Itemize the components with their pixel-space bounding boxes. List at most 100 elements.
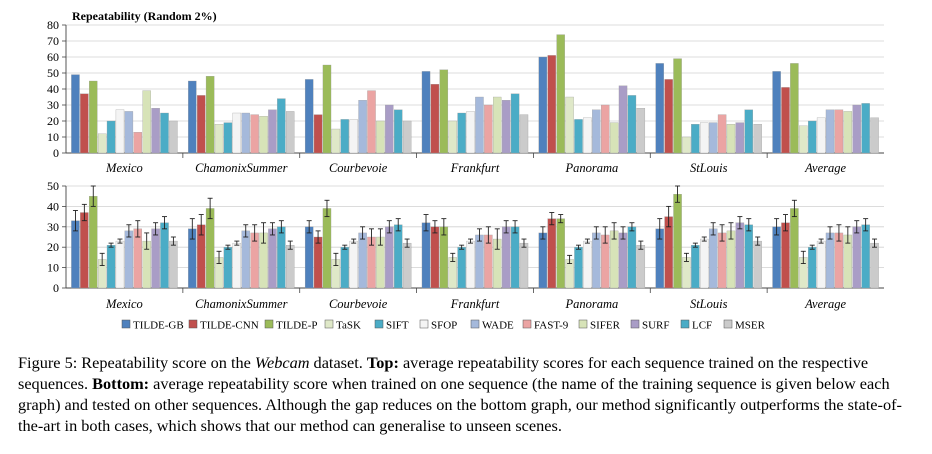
top-bar-sfop-panorama xyxy=(583,117,592,154)
bottom-category-label-courbevoie: Courbevoie xyxy=(329,297,388,311)
bottom-y-tick-label: 0 xyxy=(53,281,59,295)
legend-label-sifer: SIFER xyxy=(590,320,621,332)
top-bar-task-average xyxy=(799,125,808,154)
legend-swatch-lcf xyxy=(680,319,690,329)
top-bar-tilde-p-average xyxy=(790,63,799,154)
legend-swatch-sifer xyxy=(578,319,588,329)
top-bar-tilde-p-stlouis xyxy=(673,58,682,154)
bottom-bar-wade-mexico xyxy=(124,230,134,289)
legend-label-fast-9: FAST-9 xyxy=(534,320,569,332)
bottom-bar-task-frankfurt xyxy=(448,257,457,289)
top-category-label-average: Average xyxy=(804,161,846,175)
top-bar-mser-courbevoie xyxy=(402,120,412,154)
top-bar-fast-9-panorama xyxy=(601,104,610,154)
top-bar-lcf-mexico xyxy=(160,112,169,154)
top-y-tick-label: 10 xyxy=(47,130,59,144)
top-bar-fast-9-stlouis xyxy=(717,114,727,154)
top-bar-mser-stlouis xyxy=(753,124,762,154)
top-bar-task-panorama xyxy=(565,96,574,154)
caption-after-dataset: dataset. xyxy=(309,353,367,372)
legend-swatch-tilde-cnn xyxy=(188,319,198,329)
bottom-bar-surf-average xyxy=(852,226,861,289)
caption-bottom-label: Bottom: xyxy=(92,374,150,393)
top-bar-surf-chamonixsummer xyxy=(268,109,277,154)
bottom-bar-sift-mexico xyxy=(106,245,116,289)
bottom-bar-tilde-cnn-mexico xyxy=(80,212,89,289)
top-bar-tilde-p-mexico xyxy=(89,80,98,154)
bottom-bar-lcf-panorama xyxy=(627,226,637,289)
bottom-bar-mser-chamonixsummer xyxy=(286,245,295,289)
top-bar-sift-stlouis xyxy=(691,124,700,154)
bottom-bar-task-stlouis xyxy=(682,257,691,289)
top-bar-tilde-cnn-panorama xyxy=(547,55,556,154)
top-bar-sift-frankfurt xyxy=(457,112,466,154)
top-bar-lcf-frankfurt xyxy=(510,93,520,154)
top-bar-sifer-mexico xyxy=(142,90,151,154)
bottom-bar-wade-courbevoie xyxy=(358,232,367,289)
top-bar-sift-average xyxy=(808,120,817,154)
bottom-category-label-mexico: Mexico xyxy=(105,297,143,311)
top-bar-sifer-panorama xyxy=(609,122,619,154)
bottom-bar-tilde-p-courbevoie xyxy=(322,208,332,289)
legend-label-tilde-cnn: TILDE-CNN xyxy=(200,320,259,332)
bottom-bar-surf-stlouis xyxy=(735,222,745,289)
top-bar-lcf-average xyxy=(861,103,870,154)
top-category-label-chamonixsummer: ChamonixSummer xyxy=(195,161,287,175)
legend-swatch-mser xyxy=(723,319,733,329)
bottom-category-label-panorama: Panorama xyxy=(564,297,618,311)
bottom-y-tick-label: 10 xyxy=(47,261,59,275)
top-bar-fast-9-courbevoie xyxy=(367,90,376,154)
bottom-bar-tilde-cnn-panorama xyxy=(547,218,556,289)
bottom-bar-sift-chamonixsummer xyxy=(223,247,233,289)
legend-label-lcf: LCF xyxy=(692,320,712,332)
bottom-bar-mser-courbevoie xyxy=(402,242,412,289)
top-bar-task-courbevoie xyxy=(331,128,341,154)
top-bar-surf-courbevoie xyxy=(385,104,394,154)
top-bar-lcf-chamonixsummer xyxy=(277,98,286,154)
top-bar-tilde-gb-panorama xyxy=(538,56,548,154)
bottom-bar-surf-chamonixsummer xyxy=(268,228,277,289)
top-bar-sifer-chamonixsummer xyxy=(259,116,268,154)
top-bar-tilde-gb-chamonixsummer xyxy=(188,80,197,154)
legend-label-tilde-p: TILDE-P xyxy=(276,320,318,332)
bottom-y-tick-label: 50 xyxy=(47,179,59,193)
bottom-bar-mser-panorama xyxy=(636,245,646,289)
top-bar-tilde-cnn-frankfurt xyxy=(430,84,440,154)
top-bar-sift-chamonixsummer xyxy=(223,122,233,154)
top-category-label-stlouis: StLouis xyxy=(690,161,728,175)
top-bar-tilde-p-frankfurt xyxy=(439,69,449,154)
bottom-y-tick-label: 20 xyxy=(47,240,59,254)
bottom-bar-tilde-gb-courbevoie xyxy=(304,226,314,289)
bottom-bar-tilde-gb-panorama xyxy=(538,232,548,289)
top-bar-tilde-gb-mexico xyxy=(71,74,80,154)
top-bar-sift-mexico xyxy=(106,120,116,154)
top-bar-fast-9-frankfurt xyxy=(484,104,493,154)
bottom-bar-tilde-cnn-courbevoie xyxy=(313,236,323,289)
top-bar-tilde-gb-average xyxy=(772,71,781,154)
bottom-bar-tilde-p-frankfurt xyxy=(439,226,449,289)
caption-top-label: Top: xyxy=(366,353,399,372)
top-bar-sfop-frankfurt xyxy=(466,111,475,154)
top-bar-wade-courbevoie xyxy=(358,100,367,154)
top-y-tick-label: 80 xyxy=(47,18,59,32)
bottom-bar-sfop-frankfurt xyxy=(466,240,475,289)
legend-swatch-sfop xyxy=(419,319,429,329)
top-bar-surf-frankfurt xyxy=(501,100,511,154)
top-bar-mser-average xyxy=(870,117,879,154)
bottom-bar-tilde-cnn-stlouis xyxy=(664,216,673,289)
top-y-tick-label: 0 xyxy=(53,146,59,160)
top-bar-tilde-cnn-chamonixsummer xyxy=(197,95,206,154)
legend-swatch-sift xyxy=(374,319,384,329)
bottom-bar-wade-stlouis xyxy=(708,228,718,289)
top-bar-sifer-average xyxy=(843,111,853,154)
bottom-y-tick-label: 40 xyxy=(47,199,59,213)
bottom-bar-tilde-gb-frankfurt xyxy=(421,222,431,289)
top-bar-sift-courbevoie xyxy=(340,119,349,154)
top-bar-wade-panorama xyxy=(592,109,601,154)
bottom-bar-fast-9-mexico xyxy=(133,228,142,289)
bottom-bar-lcf-chamonixsummer xyxy=(277,226,286,289)
top-category-label-frankfurt: Frankfurt xyxy=(450,161,500,175)
legend-swatch-fast-9 xyxy=(522,319,532,329)
bottom-bar-wade-frankfurt xyxy=(475,234,484,289)
bottom-bar-tilde-p-average xyxy=(790,208,799,289)
